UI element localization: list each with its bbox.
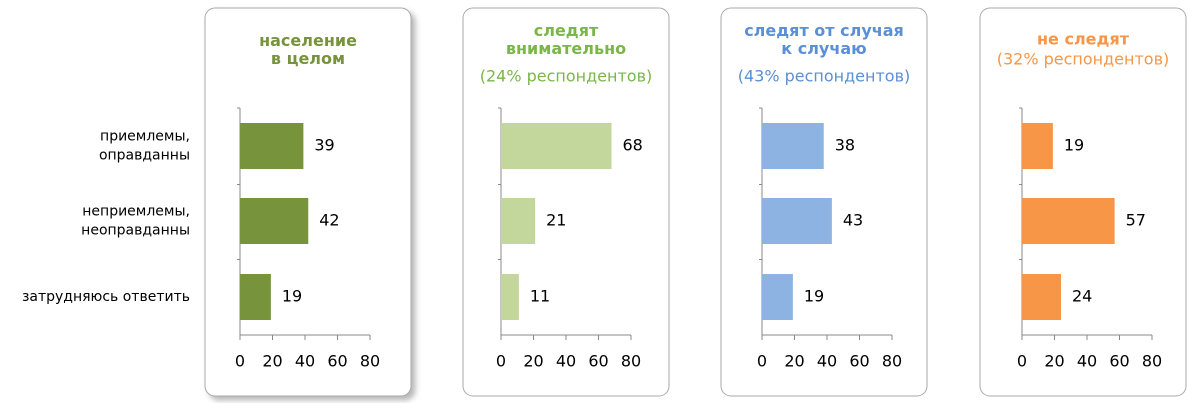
x-tick-label: 40 <box>556 352 576 371</box>
data-label: 24 <box>1072 287 1092 306</box>
x-tick-label: 80 <box>1142 352 1162 371</box>
x-tick-label: 0 <box>496 352 506 371</box>
data-label: 42 <box>319 211 339 230</box>
bar <box>762 123 824 169</box>
x-tick-label: 60 <box>588 352 608 371</box>
x-tick-label: 20 <box>784 352 804 371</box>
bar <box>501 198 536 244</box>
bar <box>1022 274 1061 320</box>
data-label: 39 <box>314 136 334 155</box>
panel-title: следят внимательно <box>506 21 626 58</box>
bar <box>762 198 832 244</box>
category-label: приемлемы, оправданны <box>99 129 190 164</box>
x-tick-label: 20 <box>523 352 543 371</box>
x-tick-label: 60 <box>327 352 347 371</box>
bar <box>762 274 793 320</box>
data-label: 68 <box>623 136 643 155</box>
x-tick-label: 80 <box>882 352 902 371</box>
x-tick-label: 0 <box>1017 352 1027 371</box>
x-tick-label: 80 <box>621 352 641 371</box>
x-tick-label: 40 <box>817 352 837 371</box>
panel-subtitle: (24% респондентов) <box>480 67 653 86</box>
category-label: затрудняюсь ответить <box>22 289 190 305</box>
data-label: 21 <box>546 211 566 230</box>
x-tick-label: 40 <box>1077 352 1097 371</box>
bar <box>240 123 304 169</box>
bar <box>501 123 612 169</box>
data-label: 19 <box>1064 136 1084 155</box>
panel-title: население в целом <box>259 31 357 68</box>
data-label: 57 <box>1126 211 1146 230</box>
data-label: 19 <box>804 287 824 306</box>
data-label: 11 <box>530 287 550 306</box>
x-tick-label: 40 <box>295 352 315 371</box>
panel-subtitle: (43% респондентов) <box>738 67 911 86</box>
x-tick-label: 60 <box>849 352 869 371</box>
x-tick-label: 60 <box>1109 352 1129 371</box>
x-tick-label: 20 <box>262 352 282 371</box>
panel-subtitle: (32% респондентов) <box>997 50 1170 69</box>
bar <box>501 274 519 320</box>
x-tick-label: 0 <box>235 352 245 371</box>
bar <box>1022 123 1053 169</box>
bar <box>240 274 271 320</box>
category-label: неприемлемы, неоправданны <box>81 204 190 239</box>
panel-title: не следят <box>1037 30 1130 49</box>
data-label: 43 <box>843 211 863 230</box>
panel-title: следят от случая к случаю <box>744 21 904 58</box>
bar <box>1022 198 1115 244</box>
x-tick-label: 0 <box>757 352 767 371</box>
data-label: 19 <box>282 287 302 306</box>
x-tick-label: 80 <box>360 352 380 371</box>
data-label: 38 <box>835 136 855 155</box>
bar <box>240 198 309 244</box>
x-tick-label: 20 <box>1044 352 1064 371</box>
